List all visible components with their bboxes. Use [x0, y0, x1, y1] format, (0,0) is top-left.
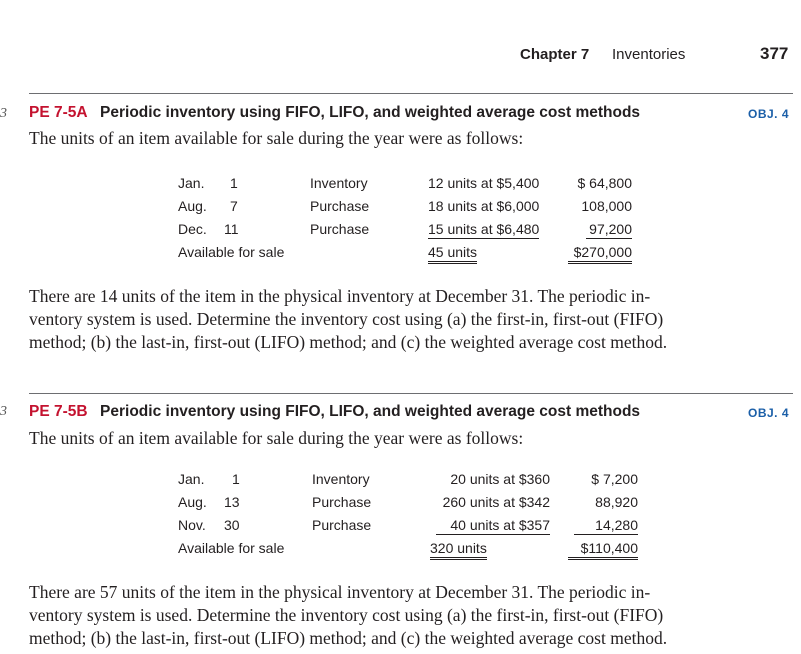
- running-header: Chapter 7 Inventories 377: [0, 44, 801, 68]
- cost-amount: 97,200: [586, 221, 632, 239]
- section-divider: [29, 393, 793, 394]
- margin-mark: 3: [0, 404, 7, 419]
- objective-tag: OBJ. 4: [747, 406, 789, 420]
- date-month: Jan.: [178, 471, 205, 487]
- paragraph-line: There are 57 units of the item in the ph…: [29, 582, 651, 602]
- exercise-heading: PE 7-5B Periodic inventory using FIFO, L…: [29, 403, 799, 425]
- exercise-intro: The units of an item available for sale …: [29, 428, 524, 448]
- cost-amount: $ 7,200: [591, 471, 638, 487]
- entry-type: Inventory: [310, 175, 368, 191]
- exercise-title: Periodic inventory using FIFO, LIFO, and…: [100, 104, 641, 121]
- units-detail: 12 units at $5,400: [428, 175, 540, 191]
- exercise-id: PE 7-5A: [29, 104, 88, 121]
- exercise-intro: The units of an item available for sale …: [29, 128, 524, 148]
- inventory-table: Jan. 1 Inventory 20 units at $360 $ 7,20…: [178, 471, 638, 563]
- entry-type: Purchase: [312, 494, 372, 510]
- date-day: 13: [224, 494, 240, 510]
- date-month: Aug.: [178, 198, 207, 214]
- paragraph-line: There are 14 units of the item in the ph…: [29, 286, 651, 306]
- entry-type: Purchase: [310, 198, 370, 214]
- date-month: Aug.: [178, 494, 207, 510]
- cost-amount: 108,000: [581, 198, 632, 214]
- exercise-id: PE 7-5B: [29, 403, 88, 420]
- inventory-table: Jan. 1 Inventory 12 units at $5,400 $ 64…: [178, 175, 638, 267]
- exercise-heading: PE 7-5A Periodic inventory using FIFO, L…: [29, 104, 799, 126]
- total-amount: $110,400: [568, 540, 638, 560]
- page-number: 377: [760, 44, 789, 63]
- objective-tag: OBJ. 4: [747, 107, 789, 121]
- paragraph-line: ventory system is used. Determine the in…: [29, 309, 664, 329]
- cost-amount: 14,280: [574, 517, 638, 535]
- exercise-question: There are 57 units of the item in the ph…: [29, 581, 799, 650]
- date-day: 30: [224, 517, 240, 533]
- paragraph-line: method; (b) the last-in, first-out (LIFO…: [29, 628, 668, 648]
- entry-type: Purchase: [310, 221, 370, 237]
- margin-mark: 3: [0, 106, 7, 121]
- date-month: Nov.: [178, 517, 206, 533]
- date-day: 1: [230, 175, 238, 191]
- total-label: Available for sale: [178, 244, 285, 260]
- paragraph-line: method; (b) the last-in, first-out (LIFO…: [29, 332, 668, 352]
- section-divider: [29, 93, 793, 94]
- total-units: 45 units: [428, 244, 478, 264]
- date-day: 11: [224, 221, 239, 237]
- units-detail: 260 units at $342: [442, 494, 550, 510]
- paragraph-line: ventory system is used. Determine the in…: [29, 605, 664, 625]
- total-amount: $270,000: [568, 244, 632, 264]
- cost-amount: 88,920: [595, 494, 638, 510]
- chapter-title: Inventories: [612, 46, 686, 63]
- total-label: Available for sale: [178, 540, 285, 556]
- date-day: 1: [232, 471, 240, 487]
- exercise-question: There are 14 units of the item in the ph…: [29, 285, 799, 354]
- units-detail: 15 units at $6,480: [428, 221, 540, 239]
- date-month: Dec.: [178, 221, 207, 237]
- date-month: Jan.: [178, 175, 205, 191]
- chapter-label: Chapter 7: [520, 46, 590, 63]
- exercise-title: Periodic inventory using FIFO, LIFO, and…: [100, 403, 641, 420]
- entry-type: Purchase: [312, 517, 372, 533]
- units-detail: 40 units at $357: [436, 517, 550, 535]
- units-detail: 18 units at $6,000: [428, 198, 540, 214]
- date-day: 7: [230, 198, 238, 214]
- total-units: 320 units: [430, 540, 487, 560]
- entry-type: Inventory: [312, 471, 370, 487]
- cost-amount: $ 64,800: [577, 175, 633, 191]
- units-detail: 20 units at $360: [450, 471, 550, 487]
